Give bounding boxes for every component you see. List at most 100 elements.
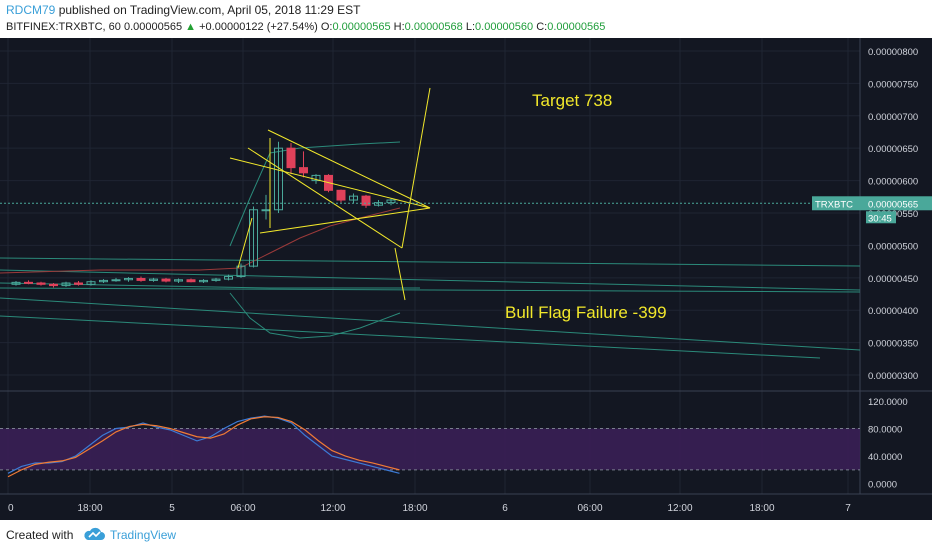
symbol-tag-label: TRXBTC [815,199,853,210]
price-axis-label: 0.00000450 [868,274,918,285]
price-axis-label: 0.00000500 [868,241,918,252]
time-axis-label: 18:00 [402,503,427,514]
change-value: +0.00000122 (+27.54%) [199,21,318,33]
published-text: published on TradingView.com, April 05, … [58,3,361,17]
indicator-line [0,269,861,291]
quote-line: BITFINEX:TRXBTC, 60 0.00000565 ▲ +0.0000… [6,21,605,33]
rsi-axis-label: 0.0000 [868,480,897,491]
price-axis-label: 0.00000350 [868,339,918,350]
annotation-line [259,207,431,234]
lower-band-line [229,292,401,339]
annotation-line [229,157,431,209]
indicator-line [0,315,821,359]
price-axis-label: 0.00000650 [868,144,918,155]
annotation-line [267,129,431,209]
candle [49,283,58,287]
rsi-line [7,415,400,474]
open-label: O: [320,21,333,33]
close-value: 0.00000565 [547,21,606,33]
time-axis-label: 18:00 [77,503,102,514]
time-axis-label: 7 [845,503,851,514]
time-axis-label: 12:00 [320,503,345,514]
close-label: C: [536,21,548,33]
rsi-signal-line [7,416,400,478]
high-value: 0.00000568 [404,21,463,33]
chart-header: RDCM79 published on TradingView.com, Apr… [0,0,932,38]
publish-info: RDCM79 published on TradingView.com, Apr… [6,3,360,17]
symbol-tag [812,196,860,211]
time-axis-label: 18:00 [749,503,774,514]
candle [161,278,171,282]
footer: Created with TradingView [0,520,932,550]
indicator-line [0,297,861,351]
candle [374,202,383,206]
price-chart[interactable]: Target 738 Bull Flag Failure -399 0.000008… [0,38,932,520]
candle [11,281,21,285]
price-axis-label: 0.00000800 [868,47,918,58]
tradingview-cloud-icon [84,527,105,540]
candle [386,199,396,204]
candle [174,279,183,282]
rsi-axis-label: 40.0000 [868,452,902,463]
candle [336,189,346,201]
candle [36,282,46,285]
annotation-line [401,87,431,249]
chart-area[interactable]: Target 738 Bull Flag Failure -399 0.000008… [0,38,932,520]
candle [361,195,371,206]
candle [74,282,83,285]
annotation-target: Target 738 [532,91,612,110]
time-axis-label: 5 [169,503,175,514]
time-axis-label: 12:00 [667,503,692,514]
annotation-line [394,247,406,301]
last-price-value: 0.00000565 [868,199,918,210]
annotation-line [247,147,403,249]
candle [199,279,208,283]
symbol-label: BITFINEX:TRXBTC, 60 [6,21,121,33]
price-value: 0.00000565 [123,21,183,33]
annotation-bull-flag-failure: Bull Flag Failure -399 [505,303,667,322]
high-label: H: [393,21,405,33]
candle [24,281,33,284]
created-with-label: Created with [6,528,74,542]
price-axis-label: 0.00000600 [868,177,918,188]
upper-band-line [229,141,401,247]
annotation-line [237,217,253,269]
price-axis-label: 0.00000400 [868,306,918,317]
price-axis-label: 0.00000700 [868,112,918,123]
up-arrow-icon: ▲ [185,21,197,33]
candle [211,278,221,281]
candle [349,195,358,201]
price-axis-label: 0.00000300 [868,371,918,382]
time-axis-label: 06:00 [230,503,255,514]
time-axis-label: 06:00 [577,503,602,514]
candle [224,276,233,280]
rsi-axis-label: 120.0000 [868,397,908,408]
rsi-band [0,428,860,470]
candle [136,277,146,281]
countdown-label: 30:45 [868,213,892,224]
open-value: 0.00000565 [332,21,391,33]
author-link[interactable]: RDCM79 [6,3,56,17]
candle [186,279,196,283]
candle [299,167,308,174]
countdown-badge [866,211,896,224]
low-label: L: [465,21,476,33]
candle [99,279,108,283]
candle [124,277,133,281]
candle [261,209,271,212]
moving-average-line [0,207,401,274]
candle [236,265,246,278]
candle [111,279,121,282]
rsi-axis-label: 80.0000 [868,424,902,435]
tradingview-link[interactable]: TradingView [110,528,177,542]
candle [274,147,283,211]
candle [149,278,158,281]
candle [61,282,71,287]
last-price-badge [860,196,932,211]
candle [86,281,96,285]
low-value: 0.00000560 [475,21,534,33]
indicator-line [0,287,861,293]
candle [249,209,258,267]
time-axis-label: 6 [502,503,508,514]
indicator-line [0,257,861,267]
